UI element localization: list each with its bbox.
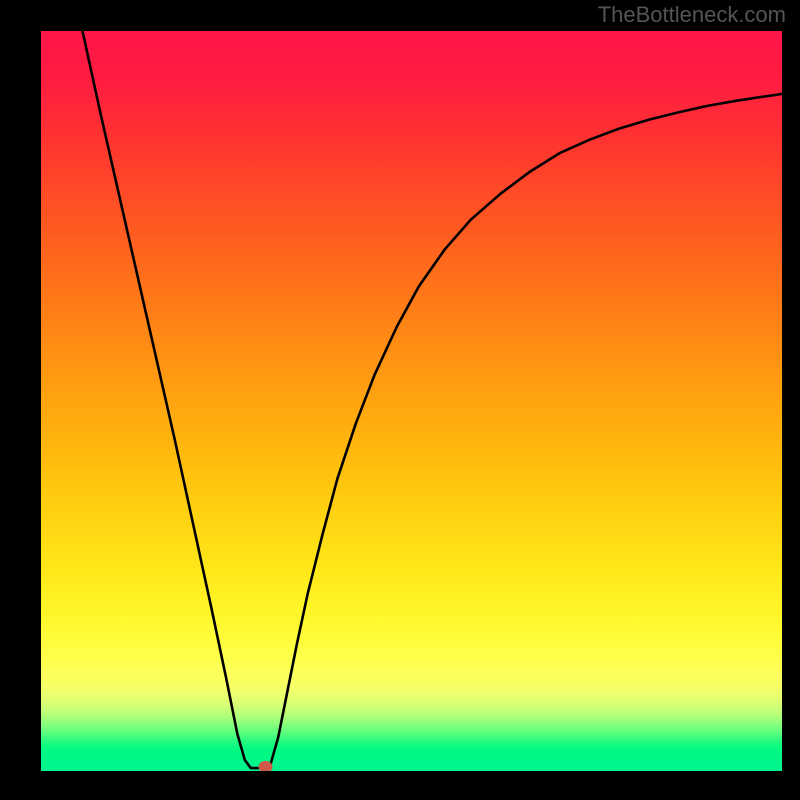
chart-background bbox=[41, 31, 782, 771]
chart-frame: TheBottleneck.com bbox=[0, 0, 800, 800]
plot-area bbox=[41, 31, 782, 771]
attribution-text: TheBottleneck.com bbox=[598, 2, 786, 28]
chart-svg bbox=[41, 31, 782, 771]
